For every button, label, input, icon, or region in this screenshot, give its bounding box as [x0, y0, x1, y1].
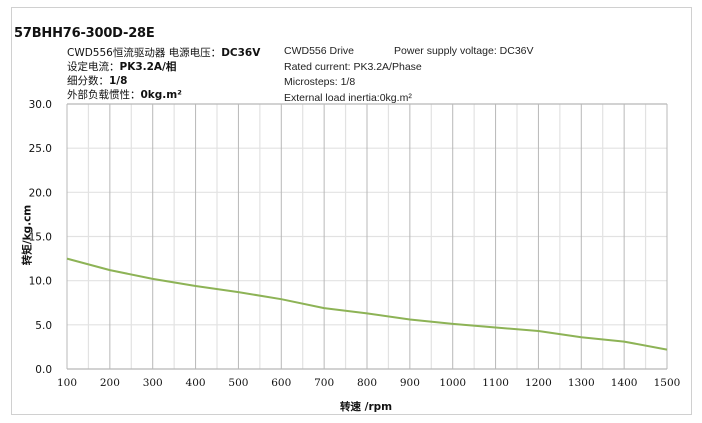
x-tick-label: 800 — [357, 377, 377, 389]
en-inertia: External load inertia:0kg.m² — [284, 91, 412, 104]
gridlines — [66, 103, 668, 370]
x-tick-label: 1400 — [611, 377, 638, 389]
cn-current-label: 设定电流： — [67, 61, 120, 73]
x-tick-label: 1300 — [568, 377, 595, 389]
en-current: Rated current: PK3.2A/Phase — [284, 60, 422, 73]
en-drive: CWD556 Drive — [284, 45, 355, 57]
cn-current-value: PK3.2A/相 — [119, 61, 177, 73]
y-tick-label: 25.0 — [29, 143, 52, 155]
x-tick-label: 1000 — [439, 377, 466, 389]
cn-microsteps-value: 1/8 — [109, 75, 128, 87]
en-drive-voltage: CWD556 Drive Power supply voltage: DC36V — [284, 44, 534, 60]
y-tick-label: 30.0 — [29, 99, 52, 111]
cn-current: 设定电流：PK3.2A/相 — [67, 60, 260, 74]
en-voltage: Power supply voltage: DC36V — [394, 45, 534, 57]
x-axis-ticks: 100 200 300 400 500 600 700 800 900 1000 1100 1200 1… — [57, 377, 680, 389]
x-tick-label: 900 — [400, 377, 420, 389]
x-tick-label: 100 — [57, 377, 77, 389]
cn-microsteps-label: 细分数： — [67, 75, 109, 87]
en-microsteps: Microsteps: 1/8 — [284, 76, 356, 88]
cn-inertia-value: 0kg.m² — [140, 89, 182, 101]
chart-frame — [11, 7, 692, 415]
x-tick-label: 1100 — [482, 377, 509, 389]
y-tick-label: 15.0 — [29, 232, 52, 244]
x-tick-label: 400 — [186, 377, 206, 389]
cn-microsteps: 细分数：1/8 — [67, 74, 260, 88]
y-tick-label: 0.0 — [35, 364, 52, 376]
cn-drive-label: CWD556恒流驱动器 电源电压： — [67, 47, 222, 59]
english-spec-block: CWD556 Drive Power supply voltage: DC36V … — [284, 44, 534, 106]
y-tick-label: 5.0 — [35, 320, 52, 332]
x-tick-label: 500 — [228, 377, 248, 389]
cn-voltage-value: DC36V — [221, 47, 261, 59]
torque-curve — [66, 257, 668, 351]
y-tick-label: 10.0 — [29, 276, 52, 288]
y-axis-ticks: 0.0 5.0 10.0 15.0 20.0 25.0 30.0 — [29, 99, 52, 376]
chart-title: 57BHH76-300D-28E — [14, 26, 155, 41]
y-tick-label: 20.0 — [29, 187, 52, 199]
cn-inertia-label: 外部负载惯性： — [67, 89, 141, 101]
cn-drive-voltage: CWD556恒流驱动器 电源电压：DC36V — [67, 46, 260, 60]
y-axis-label: 转矩/kg.cm — [10, 204, 44, 266]
x-tick-label: 700 — [314, 377, 334, 389]
cn-inertia: 外部负载惯性：0kg.m² — [67, 88, 260, 102]
x-axis-label: 转速 /rpm — [340, 401, 393, 413]
x-tick-label: 1200 — [525, 377, 552, 389]
x-tick-label: 600 — [271, 377, 291, 389]
chinese-spec-block: CWD556恒流驱动器 电源电压：DC36V 设定电流：PK3.2A/相 细分数… — [67, 46, 260, 102]
x-tick-label: 300 — [143, 377, 163, 389]
x-tick-label: 200 — [100, 377, 120, 389]
y-axis-label-text: 转矩/kg.cm — [21, 204, 34, 266]
x-tick-label: 1500 — [654, 377, 681, 389]
